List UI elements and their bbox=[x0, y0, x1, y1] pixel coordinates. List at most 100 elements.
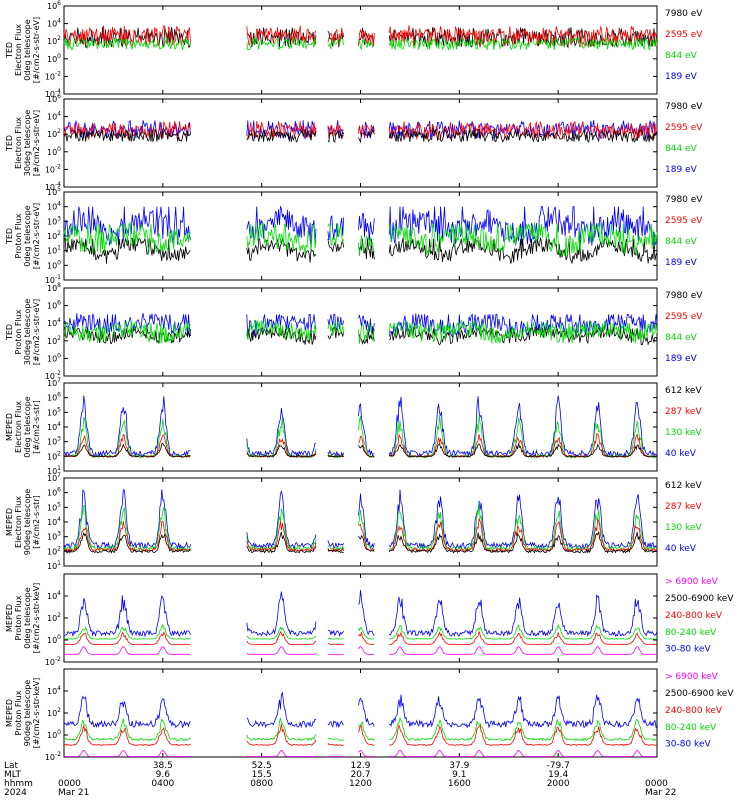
legend-entry: 287 keV bbox=[665, 407, 702, 417]
y-tick-label: 107 bbox=[47, 472, 61, 483]
panel-frame bbox=[63, 98, 658, 188]
x-tick-label: 0800 bbox=[250, 779, 273, 789]
x-tick-label: 52.5 bbox=[252, 761, 272, 771]
x-row-label: Lat bbox=[4, 761, 19, 771]
series-line bbox=[63, 432, 657, 458]
legend-entry: 612 keV bbox=[665, 386, 702, 396]
y-tick-label: 10-4 bbox=[45, 88, 61, 99]
series-line bbox=[63, 502, 658, 552]
legend-entry: 130 keV bbox=[665, 428, 702, 438]
series-line bbox=[63, 319, 658, 344]
series-line bbox=[63, 221, 658, 258]
panel-frame bbox=[63, 5, 658, 95]
legend-entry: 240-800 keV bbox=[665, 706, 723, 716]
legend-entry: 189 eV bbox=[665, 72, 698, 82]
y-tick-label: 102 bbox=[47, 35, 61, 46]
y-tick-label: 102 bbox=[47, 450, 61, 461]
series-line bbox=[63, 717, 658, 742]
x-tick-label: 2000 bbox=[547, 779, 570, 789]
panel-5: 107 106 105 104 103 102 101 MEPEDElectron Flux0… bbox=[5, 377, 702, 476]
x-tick-label: Mar 22 bbox=[645, 788, 676, 798]
y-tick-label: 106 bbox=[47, 0, 61, 11]
series-line bbox=[63, 489, 658, 550]
x-tick-label: Mar 21 bbox=[58, 788, 89, 798]
series-line bbox=[63, 691, 658, 729]
y-tick-label: 100 bbox=[47, 352, 61, 363]
series-line bbox=[63, 237, 658, 264]
y-tick-label: 102 bbox=[47, 335, 61, 346]
x-tick-label: 1600 bbox=[448, 779, 471, 789]
x-tick-label: 1200 bbox=[349, 779, 372, 789]
y-tick-label: 102 bbox=[47, 230, 61, 241]
panel-2: 106 104 102 100 10-2 10-4 TEDElectron Flux30de… bbox=[5, 93, 703, 192]
panel-3: 105 104 103 102 101 100 10-1 TEDProton Flux0deg… bbox=[5, 186, 703, 285]
panel-7: 104 102 100 10-2 MEPEDProton Flux0deg telesc… bbox=[5, 573, 734, 667]
y-tick-label: 100 bbox=[47, 53, 61, 64]
y-tick-label: 104 bbox=[47, 685, 61, 696]
legend-entry: 7980 eV bbox=[665, 195, 703, 205]
y-tick-label: 102 bbox=[47, 707, 61, 718]
y-tick-label: 100 bbox=[47, 146, 61, 157]
y-tick-label: 10-2 bbox=[45, 656, 61, 667]
y-tick-label: 10-2 bbox=[45, 751, 61, 762]
panel-frame bbox=[63, 573, 658, 663]
y-tick-label: 103 bbox=[47, 531, 61, 542]
x-tick-label: 37.9 bbox=[449, 761, 469, 771]
legend-entry: 240-800 keV bbox=[665, 611, 723, 621]
y-tick-label: 105 bbox=[47, 501, 61, 512]
legend-entry: > 6900 keV bbox=[665, 672, 719, 682]
y-tick-label: 102 bbox=[47, 545, 61, 556]
y-tick-label: 101 bbox=[47, 465, 61, 476]
legend-entry: 30-80 keV bbox=[665, 740, 711, 750]
y-tick-label: 107 bbox=[47, 377, 61, 388]
legend-entry: 7980 eV bbox=[665, 291, 703, 301]
y-tick-label: 100 bbox=[47, 634, 61, 645]
y-tick-label: 10-2 bbox=[45, 163, 61, 174]
x-tick-label: 19.4 bbox=[548, 770, 568, 780]
y-tick-label: 104 bbox=[47, 18, 61, 29]
panel-frame bbox=[63, 191, 658, 281]
panel-6: 107 106 105 104 103 102 101 MEPEDElectron Flux9… bbox=[5, 472, 702, 571]
y-tick-label: 10-1 bbox=[45, 274, 61, 285]
x-tick-label: 38.5 bbox=[153, 761, 173, 771]
legend-entry: 80-240 keV bbox=[665, 628, 717, 638]
legend-entry: 40 keV bbox=[665, 544, 697, 554]
legend-entry: 2500-6900 keV bbox=[665, 594, 734, 604]
legend-entry: 2595 eV bbox=[665, 123, 703, 133]
legend-entry: 7980 eV bbox=[665, 102, 703, 112]
y-tick-label: 101 bbox=[47, 245, 61, 256]
y-axis-label: TEDProton Flux30deg telescope[#/cm2-s-st… bbox=[5, 299, 41, 366]
legend-entry: 7980 eV bbox=[665, 9, 703, 19]
legend-entry: 844 eV bbox=[665, 144, 698, 154]
panel-8: 104 102 100 10-2 MEPEDProton Flux90deg teles… bbox=[5, 668, 734, 762]
x-tick-label: -79.7 bbox=[547, 761, 570, 771]
y-tick-label: 102 bbox=[47, 612, 61, 623]
series-line bbox=[63, 442, 658, 458]
legend-entry: 2595 eV bbox=[665, 30, 703, 40]
x-row-label: MLT bbox=[4, 770, 22, 780]
legend-entry: 2500-6900 keV bbox=[665, 689, 734, 699]
y-tick-label: 104 bbox=[47, 516, 61, 527]
x-tick-label: 0400 bbox=[151, 779, 174, 789]
y-tick-label: 104 bbox=[47, 201, 61, 212]
legend-entry: 2595 eV bbox=[665, 216, 703, 226]
series-line bbox=[64, 749, 657, 757]
y-tick-label: 104 bbox=[47, 317, 61, 328]
series-line bbox=[63, 623, 658, 640]
y-axis-label: TEDProton Flux0deg telescope[#/cm2-s-str… bbox=[5, 203, 41, 269]
y-tick-label: 105 bbox=[47, 186, 61, 197]
legend-entry: 40 keV bbox=[665, 449, 697, 459]
y-tick-label: 100 bbox=[47, 729, 61, 740]
y-axis-label: TEDElectron Flux30deg telescope[#/cm2-s-… bbox=[5, 110, 41, 177]
y-tick-label: 106 bbox=[47, 392, 61, 403]
legend-entry: 189 eV bbox=[665, 165, 698, 175]
y-tick-label: 103 bbox=[47, 215, 61, 226]
y-tick-label: 103 bbox=[47, 436, 61, 447]
legend-entry: 30-80 keV bbox=[665, 645, 711, 655]
legend-entry: 287 keV bbox=[665, 502, 702, 512]
series-line bbox=[63, 127, 658, 144]
panel-frame bbox=[63, 382, 658, 472]
series-line bbox=[63, 395, 658, 458]
